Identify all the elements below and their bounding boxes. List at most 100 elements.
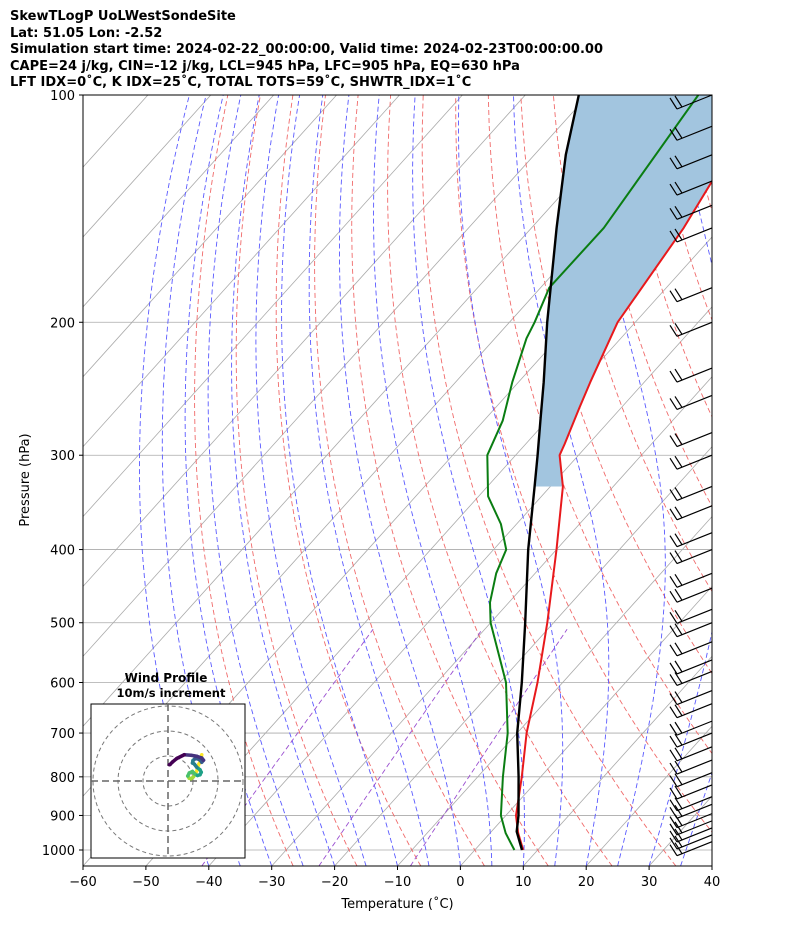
wind-barb: [669, 732, 713, 748]
isotherm-line: [271, 376, 712, 866]
y-tick-label: 100: [50, 89, 75, 104]
barb-flag: [669, 816, 678, 828]
hodograph-subtitle: 10m/s increment: [117, 686, 226, 700]
barb-flag: [669, 693, 678, 705]
barb-flag: [674, 573, 683, 586]
barb-staff: [676, 204, 713, 220]
barb-staff: [676, 532, 713, 548]
wind-barb: [669, 820, 713, 836]
wind-barb: [669, 485, 713, 502]
mixing-ratio-line: [410, 628, 568, 866]
barb-staff: [676, 803, 713, 819]
barb-staff: [676, 394, 713, 411]
moist-adiabat-line: [412, 95, 525, 866]
barb-flag: [674, 805, 683, 817]
wind-barb: [669, 572, 713, 588]
barb-flag: [669, 723, 678, 736]
dry-adiabat-line: [455, 95, 712, 833]
header-indices-2: LFT IDX=0˚C, K IDX=25˚C, TOTAL TOTS=59˚C…: [10, 75, 472, 91]
barb-flag: [669, 230, 678, 243]
x-tick-label: −20: [321, 875, 348, 890]
barb-staff: [676, 485, 713, 502]
barb-flag: [669, 590, 678, 603]
wind-barb: [669, 154, 713, 170]
moist-adiabat-line: [583, 95, 666, 866]
barb-flag: [669, 508, 678, 521]
barb-staff: [676, 125, 713, 141]
barb-flag: [674, 785, 683, 798]
barb-flag: [674, 322, 683, 335]
barb-flag: [669, 398, 678, 410]
x-tick-label: 0: [456, 875, 464, 890]
barb-flag: [674, 181, 683, 194]
isotherm-line: [83, 95, 212, 238]
barb-staff: [676, 732, 713, 748]
barb-staff: [676, 690, 713, 706]
barb-staff: [676, 287, 713, 303]
temperature-line: [515, 179, 712, 851]
wind-barb: [669, 204, 713, 220]
barb-flag: [669, 749, 678, 762]
x-tick-label: 30: [641, 875, 658, 890]
barb-flag: [669, 662, 678, 675]
barb-flag: [674, 455, 683, 468]
barb-flag: [669, 535, 678, 548]
hodograph-title: Wind Profile: [125, 671, 208, 685]
barb-flag: [674, 704, 683, 716]
barb-flag: [674, 797, 683, 810]
barb-flag: [674, 721, 683, 734]
moist-adiabat-line: [207, 95, 304, 866]
barb-flag: [669, 735, 678, 748]
moist-adiabat-line: [231, 95, 336, 866]
barb-flag: [674, 623, 683, 636]
barb-staff: [676, 608, 713, 624]
barb-staff: [676, 227, 713, 243]
barb-staff: [676, 841, 713, 857]
x-tick-label: −40: [195, 875, 222, 890]
isotherm-line: [83, 95, 463, 518]
y-tick-label: 1000: [42, 844, 75, 859]
header-title: SkewTLogP UoLWestSondeSite: [10, 9, 236, 24]
barb-staff: [676, 813, 713, 829]
wind-barb: [669, 367, 713, 383]
wind-barb: [669, 125, 713, 141]
barb-flag: [674, 228, 683, 241]
barb-flag: [674, 396, 683, 408]
barb-staff: [676, 720, 713, 736]
barb-flag: [669, 775, 678, 788]
barb-flag: [674, 288, 683, 301]
isotherm-line: [83, 95, 337, 378]
header-location: Lat: 51.05 Lon: -2.52: [10, 25, 163, 41]
moist-adiabat-line: [339, 95, 461, 866]
y-tick-label: 700: [50, 727, 75, 742]
barb-flag: [674, 747, 683, 760]
wind-barb: [669, 548, 713, 565]
barb-staff: [676, 454, 713, 470]
dry-adiabat-line: [781, 95, 794, 866]
moist-adiabat-line: [184, 95, 273, 866]
barb-flag: [669, 807, 678, 819]
isotherm-line: [334, 446, 712, 866]
profile-lines: [486, 95, 712, 851]
barb-flag: [674, 206, 683, 218]
barb-staff: [676, 772, 713, 788]
y-tick-label: 800: [50, 771, 75, 786]
moist-adiabat-line: [373, 95, 493, 866]
barb-staff: [676, 367, 713, 383]
mixing-ratio-line: [318, 628, 483, 866]
barb-staff: [676, 321, 713, 337]
barb-flag: [669, 612, 678, 624]
isotherm-line: [711, 865, 712, 866]
moist-adiabat-line: [711, 864, 712, 866]
moist-adiabat-line: [458, 95, 564, 866]
dry-adiabat-line: [235, 95, 358, 866]
barb-flag: [669, 844, 678, 857]
parcel-line: [515, 95, 580, 851]
barb-flag: [669, 324, 678, 337]
dewpoint-line: [486, 95, 700, 851]
isotherm-line: [145, 236, 712, 866]
barb-flag: [669, 157, 678, 170]
isotherm-line: [83, 95, 526, 588]
barb-flag: [674, 773, 683, 786]
